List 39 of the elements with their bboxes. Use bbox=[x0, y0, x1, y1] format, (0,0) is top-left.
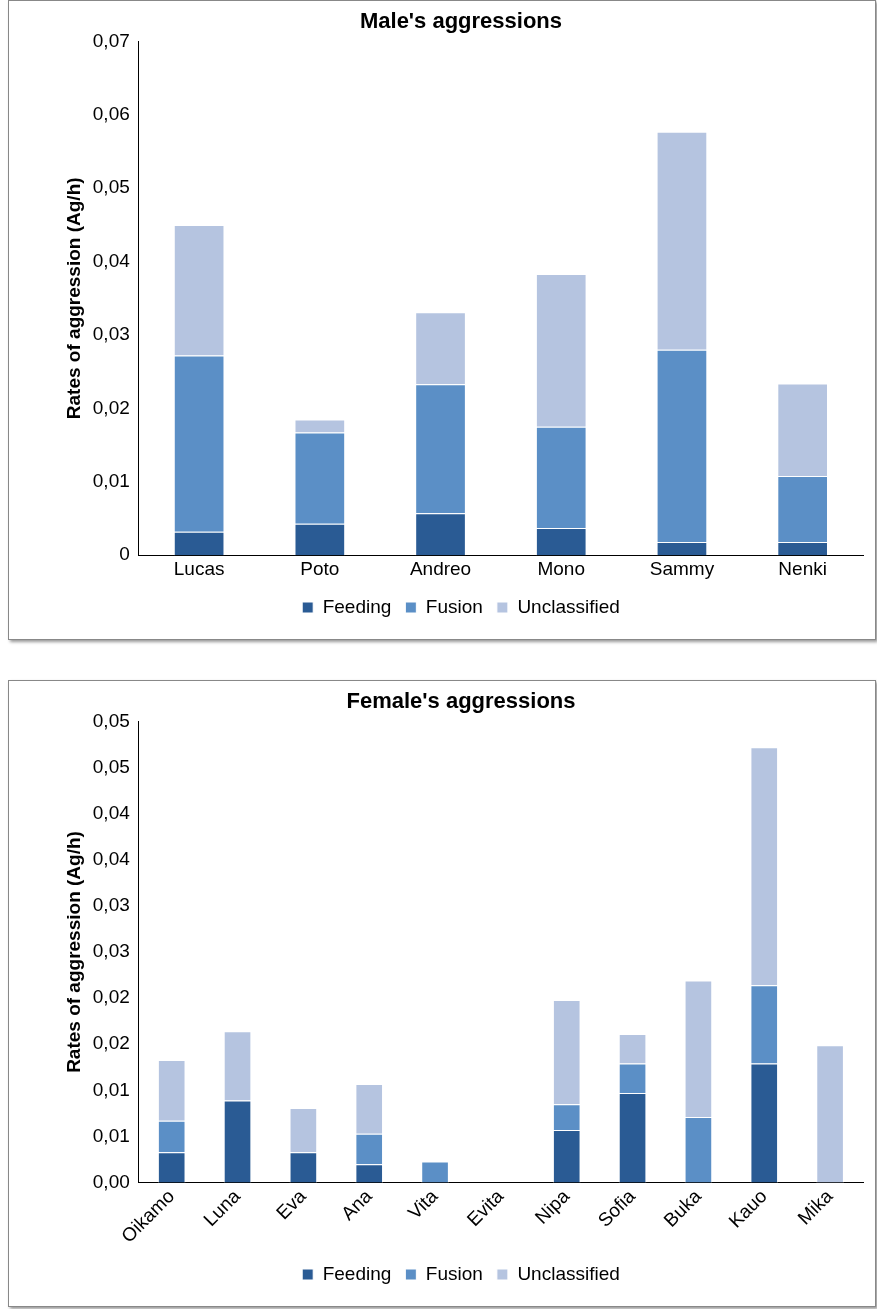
legend-label: Feeding bbox=[322, 595, 392, 617]
legend-label: Unclassified bbox=[517, 595, 620, 617]
y-tick-label: 0,04 bbox=[92, 801, 131, 823]
y-axis-title: Rates of aggression (Ag/h) bbox=[62, 831, 84, 1073]
y-tick-label: 0,07 bbox=[92, 29, 130, 51]
x-tick-label: Vita bbox=[403, 1185, 442, 1224]
x-tick-label: Ana bbox=[336, 1185, 377, 1225]
legend-label: Fusion bbox=[425, 595, 483, 617]
y-tick-label: 0,03 bbox=[92, 940, 130, 962]
y-tick-label: 0,03 bbox=[92, 323, 130, 345]
x-tick-label: Eva bbox=[271, 1185, 311, 1224]
x-tick-label: Lucas bbox=[173, 557, 225, 579]
legend-label: Feeding bbox=[322, 1262, 392, 1284]
y-tick-label: 0,02 bbox=[92, 986, 130, 1008]
legend-label: Fusion bbox=[425, 1262, 483, 1284]
y-tick-label: 0,04 bbox=[92, 847, 131, 869]
y-tick-label: 0,05 bbox=[92, 755, 130, 777]
x-tick-label: Sammy bbox=[649, 557, 715, 579]
y-axis-title: Rates of aggression (Ag/h) bbox=[62, 177, 84, 420]
y-tick-label: 0,06 bbox=[92, 103, 130, 125]
y-tick-label: 0,01 bbox=[92, 1124, 130, 1146]
y-tick-label: 0,01 bbox=[92, 1078, 130, 1100]
x-tick-label: Mono bbox=[537, 557, 586, 579]
legend-label: Unclassified bbox=[517, 1262, 620, 1284]
y-tick-label: 0,05 bbox=[92, 709, 130, 731]
x-tick-label: Nenki bbox=[778, 557, 827, 579]
y-tick-label: 0,02 bbox=[92, 1032, 130, 1054]
chart-title: Female's aggressions bbox=[346, 688, 576, 714]
y-tick-label: 0,05 bbox=[92, 176, 130, 198]
y-tick-label: 0 bbox=[119, 543, 130, 565]
y-tick-label: 0,04 bbox=[92, 249, 131, 271]
y-tick-label: 0,02 bbox=[92, 396, 130, 418]
y-tick-label: 0,01 bbox=[92, 470, 130, 492]
chart-title: Male's aggressions bbox=[359, 8, 563, 34]
x-tick-label: Poto bbox=[300, 557, 340, 579]
y-tick-label: 0,03 bbox=[92, 894, 130, 916]
x-tick-label: Andreo bbox=[409, 557, 472, 579]
y-tick-label: 0,00 bbox=[92, 1170, 130, 1192]
x-tick-label: Nipa bbox=[530, 1185, 574, 1228]
